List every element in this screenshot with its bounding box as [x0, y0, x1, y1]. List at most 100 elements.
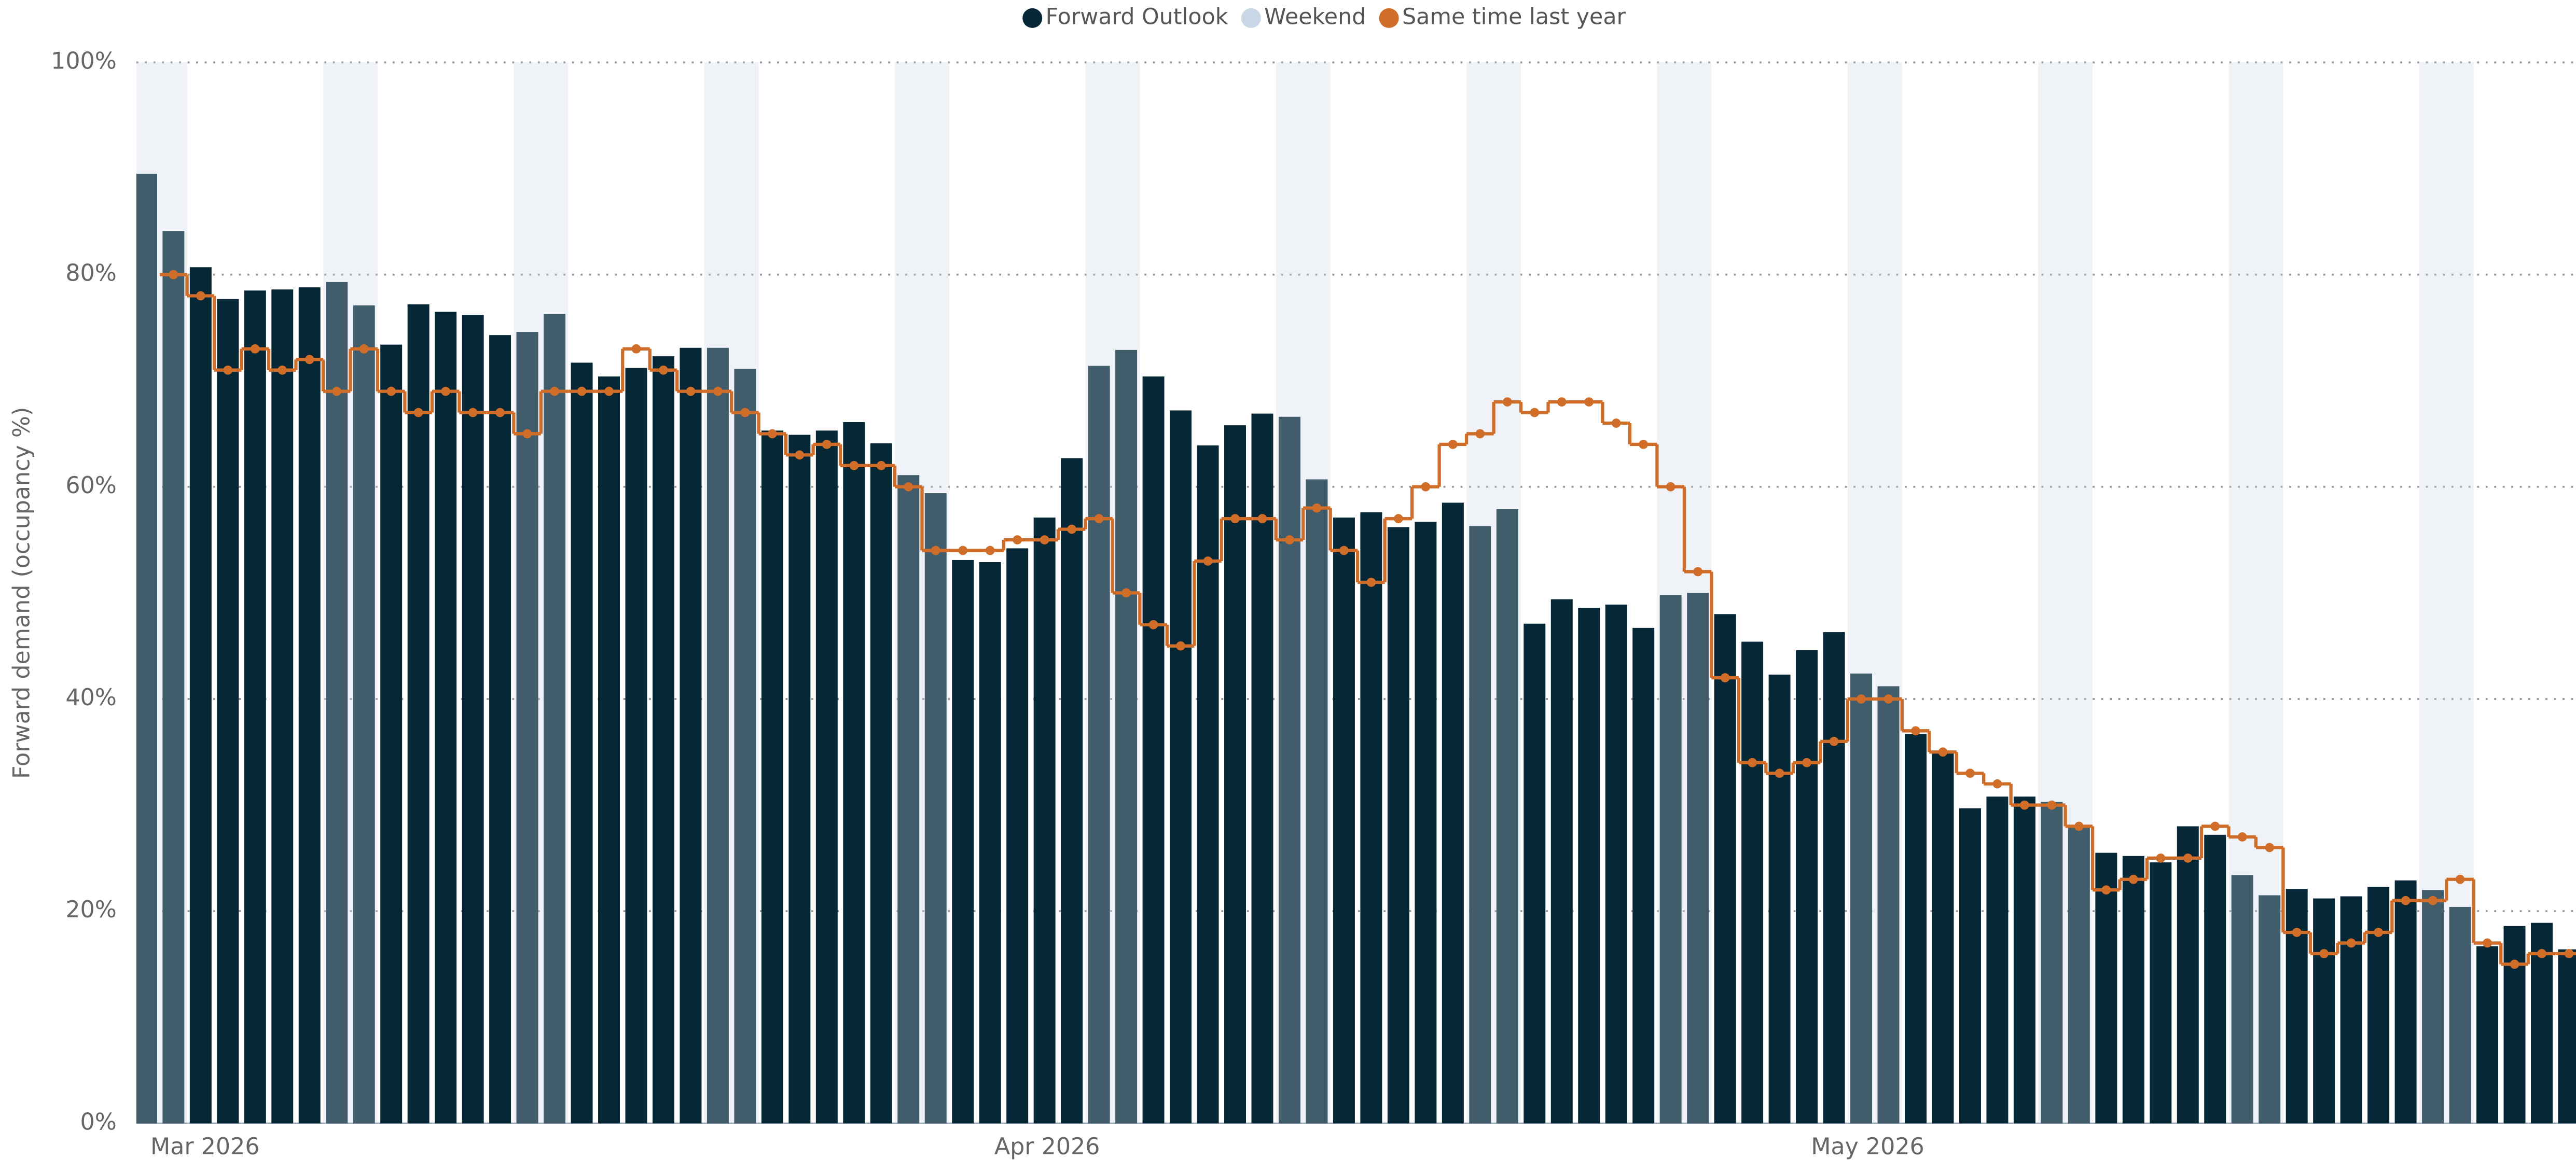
bar	[2122, 856, 2144, 1124]
weekend-band	[1276, 62, 1304, 1124]
step-point	[441, 386, 451, 396]
step-point	[631, 344, 641, 354]
bar	[625, 368, 647, 1124]
step-point	[2483, 938, 2492, 948]
step-point	[1829, 736, 1839, 746]
weekend-band	[1657, 62, 1684, 1124]
step-point	[1857, 694, 1866, 704]
step-point	[2564, 949, 2574, 958]
bar	[1796, 650, 1818, 1124]
step-point	[332, 386, 342, 396]
bar	[2231, 875, 2253, 1124]
step-point	[1584, 397, 1594, 407]
bar	[2367, 887, 2390, 1124]
bar	[1088, 366, 1110, 1124]
step-point	[1339, 546, 1349, 555]
bar	[1061, 458, 1083, 1124]
step-point	[1693, 567, 1703, 577]
bar	[516, 332, 538, 1124]
step-point	[1312, 503, 1322, 513]
bar	[217, 299, 239, 1124]
step-point	[1965, 768, 1975, 778]
bar	[1904, 734, 1927, 1124]
bar	[843, 422, 865, 1124]
bar	[1877, 686, 1900, 1124]
step-point	[1203, 556, 1213, 566]
legend: Forward Outlook Weekend Same time last yea…	[1022, 4, 1626, 30]
bar	[1115, 350, 1138, 1124]
y-tick-label: 60%	[65, 472, 117, 499]
bar	[189, 267, 212, 1124]
step-point	[1040, 535, 1049, 544]
step-point	[2292, 928, 2302, 937]
step-point	[2237, 832, 2247, 842]
step-point	[822, 440, 832, 449]
bar	[244, 290, 266, 1124]
step-point	[278, 365, 287, 375]
bar	[462, 315, 484, 1124]
bar	[652, 356, 674, 1124]
step-point	[1121, 588, 1131, 598]
step-point	[1720, 673, 1730, 682]
bar	[1959, 808, 1981, 1124]
weekend-band	[2419, 62, 2447, 1124]
y-tick-label: 0%	[80, 1109, 117, 1135]
bar	[761, 430, 783, 1124]
step-point	[2374, 928, 2383, 937]
weekend-band	[514, 62, 541, 1124]
step-point	[304, 355, 314, 365]
step-point	[386, 386, 396, 396]
bar	[1496, 509, 1518, 1124]
bar	[1333, 518, 1355, 1124]
step-point	[1013, 535, 1022, 544]
step-point	[985, 546, 995, 555]
weekend-band	[1847, 62, 1875, 1124]
step-point	[1285, 535, 1294, 544]
step-point	[2455, 874, 2465, 884]
legend-marker	[1241, 8, 1261, 28]
step-point	[2346, 938, 2356, 948]
bar	[734, 369, 756, 1124]
bar	[1986, 796, 2009, 1124]
bar	[353, 305, 375, 1124]
y-tick-label: 100%	[51, 48, 117, 74]
bar	[2286, 889, 2308, 1124]
step-point	[1230, 514, 1240, 524]
step-point	[577, 386, 587, 396]
step-point	[1067, 524, 1077, 534]
bar	[707, 347, 729, 1124]
bar	[1197, 445, 1219, 1124]
y-axis-label: Forward demand (occupancy %)	[8, 407, 35, 779]
step-point	[740, 408, 750, 417]
step-point	[2047, 800, 2057, 810]
x-tick-label: Apr 2026	[994, 1134, 1100, 1160]
step-point	[2401, 896, 2411, 905]
weekend-band	[2038, 62, 2066, 1124]
legend-label: Forward Outlook	[1046, 4, 1228, 30]
bar	[2422, 890, 2444, 1124]
step-point	[250, 344, 260, 354]
step-point	[713, 386, 723, 396]
bar	[897, 475, 920, 1124]
bar	[1823, 632, 1845, 1124]
weekend-band	[895, 62, 922, 1124]
bar	[2449, 906, 2471, 1124]
step-point	[1366, 578, 1376, 587]
x-tick-label: May 2026	[1811, 1134, 1924, 1160]
step-point	[2265, 843, 2275, 852]
step-point	[1148, 620, 1158, 630]
bar	[788, 435, 811, 1124]
bar	[1360, 512, 1382, 1124]
bar	[2558, 949, 2576, 1124]
step-point	[550, 386, 559, 396]
bar	[1578, 608, 1600, 1124]
bar	[2394, 880, 2417, 1124]
bar	[1033, 518, 1056, 1124]
plot-area	[136, 62, 2576, 1124]
bar	[1605, 604, 1627, 1124]
step-point	[2510, 959, 2519, 969]
weekend-band	[1085, 62, 1113, 1124]
step-point	[2128, 874, 2138, 884]
step-point	[495, 408, 505, 417]
step-point	[2319, 949, 2329, 958]
